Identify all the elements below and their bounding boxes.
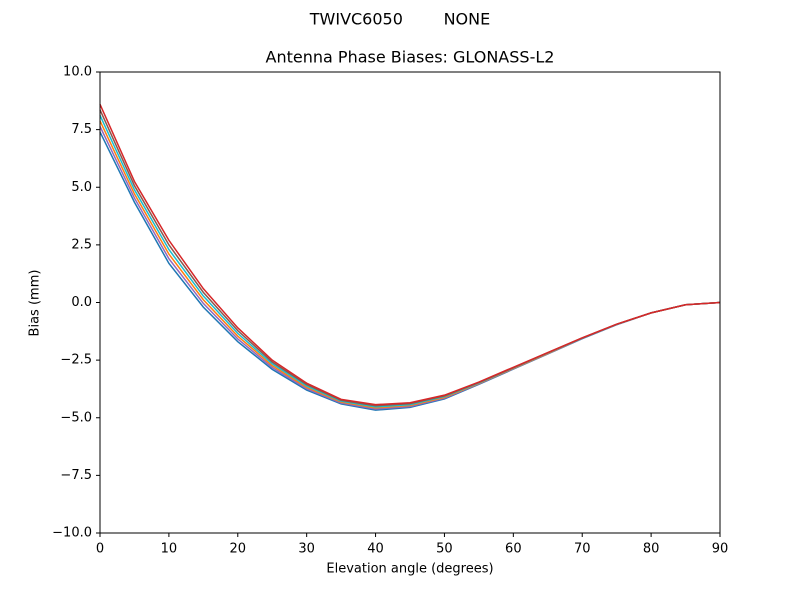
- x-tick-label: 30: [298, 542, 315, 557]
- y-tick-label: −7.5: [60, 468, 92, 483]
- x-tick-label: 0: [96, 542, 104, 557]
- plot-frame: [99, 71, 721, 534]
- y-tick-label: −5.0: [60, 410, 92, 425]
- y-tick-label: 7.5: [71, 122, 92, 137]
- x-axis-label: Elevation angle (degrees): [326, 562, 493, 577]
- y-tick-label: 5.0: [71, 180, 92, 195]
- series-line: [99, 103, 721, 406]
- y-tick-label: −10.0: [52, 526, 92, 541]
- x-tick-label: 20: [230, 542, 247, 557]
- x-tick-label: 40: [367, 542, 384, 557]
- x-tick-label: 70: [574, 542, 591, 557]
- series-line: [99, 109, 721, 407]
- y-tick-label: 2.5: [71, 237, 92, 252]
- y-tick-label: 10.0: [63, 65, 92, 80]
- series-line: [99, 115, 721, 408]
- series-line: [99, 131, 721, 411]
- series-line: [99, 126, 721, 410]
- y-tick-label: 0.0: [71, 295, 92, 310]
- y-axis-label: Bias (mm): [28, 270, 43, 337]
- series-line: [99, 120, 721, 409]
- x-tick-label: 50: [436, 542, 453, 557]
- x-tick-label: 90: [712, 542, 729, 557]
- x-tick-label: 80: [643, 542, 660, 557]
- chart-title: Antenna Phase Biases: GLONASS-L2: [266, 48, 555, 67]
- x-tick-label: 60: [505, 542, 522, 557]
- suptitle: TWIVC6050 NONE: [309, 10, 490, 29]
- x-tick-label: 10: [161, 542, 178, 557]
- y-tick-label: −2.5: [60, 353, 92, 368]
